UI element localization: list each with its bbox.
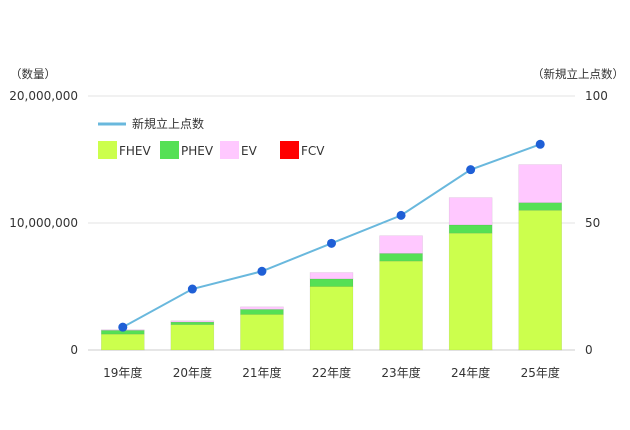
bar-fhev <box>448 232 493 351</box>
bar-ev <box>170 320 215 323</box>
line-point <box>187 284 197 294</box>
line-point <box>466 165 476 175</box>
bar-fhev <box>240 314 284 351</box>
legend-label: FCV <box>301 144 325 158</box>
axes: （数量） （新規立上点数） 0 10,000,000 20,000,000 0 50 10… <box>9 67 624 380</box>
line-point <box>396 210 406 220</box>
bar-ev <box>309 272 354 280</box>
y-left-unit-label: （数量） <box>10 67 56 81</box>
y-left-tick-label: 10,000,000 <box>9 216 78 230</box>
legend-label: PHEV <box>181 144 214 158</box>
legend-label: 新規立上点数 <box>132 116 204 131</box>
x-tick-label: 19年度 <box>103 365 142 380</box>
y-left-tick-label: 0 <box>70 343 78 357</box>
x-tick-label: 23年度 <box>381 365 420 380</box>
bar-fhev <box>518 210 562 351</box>
bar-fhev <box>309 286 354 351</box>
x-tick-label: 25年度 <box>521 365 560 380</box>
line-point <box>118 322 128 332</box>
bar-phev <box>448 224 493 234</box>
x-tick-label: 22年度 <box>312 365 351 380</box>
x-tick-label: 21年度 <box>242 365 281 380</box>
y-left-tick-label: 20,000,000 <box>9 89 78 103</box>
bar-phev <box>240 309 284 315</box>
line-series <box>118 139 545 332</box>
legend-swatch-phev <box>160 141 179 159</box>
x-tick-label: 20年度 <box>173 365 212 380</box>
line-point <box>535 139 545 149</box>
bar-fhev <box>170 324 215 351</box>
legend-label: EV <box>241 144 258 158</box>
legend-swatch-fhev <box>98 141 117 159</box>
x-tick-label: 24年度 <box>451 365 490 380</box>
y-right-unit-label: （新規立上点数） <box>532 67 624 81</box>
bar-phev <box>379 253 423 262</box>
bar-stacks <box>101 164 562 351</box>
y-right-tick-label: 50 <box>585 216 600 230</box>
bar-phev <box>170 321 215 325</box>
line-point <box>257 266 267 276</box>
legend: 新規立上点数 FHEV PHEV EV FCV <box>98 116 325 159</box>
y-right-tick-label: 0 <box>585 343 593 357</box>
y-right-tick-label: 100 <box>585 89 608 103</box>
legend-label: FHEV <box>119 144 152 158</box>
legend-swatch-fcv <box>280 141 299 159</box>
bar-ev <box>518 164 562 203</box>
bar-phev <box>518 202 562 211</box>
bar-ev <box>448 197 493 226</box>
legend-swatch-ev <box>220 141 239 159</box>
bar-phev <box>309 278 354 287</box>
bar-ev <box>240 306 284 310</box>
bar-fhev <box>379 260 423 351</box>
bar-fhev <box>101 333 145 351</box>
line-point <box>327 238 336 248</box>
bar-ev <box>379 235 423 254</box>
